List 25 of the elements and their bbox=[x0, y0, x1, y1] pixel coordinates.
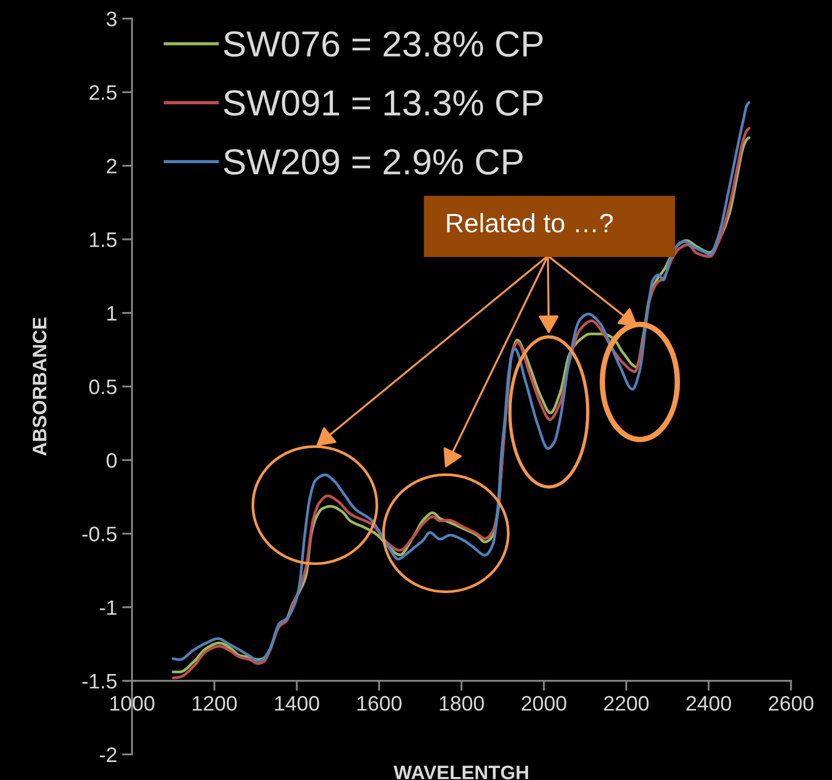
x-tick-label: 2400 bbox=[686, 696, 731, 711]
y-tick-label: -2 bbox=[100, 747, 116, 762]
x-tick-label: 1400 bbox=[275, 696, 320, 711]
x-tick-label: 2600 bbox=[768, 696, 814, 711]
x-axis-title: WAVELENTGH bbox=[394, 766, 528, 780]
x-tick-label: 2000 bbox=[522, 696, 566, 711]
y-tick-label: -0.5 bbox=[82, 526, 117, 542]
legend-label: SW209 = 2.9% CP bbox=[224, 149, 522, 175]
y-tick-label: -1.5 bbox=[82, 674, 117, 689]
x-tick-label: 1800 bbox=[440, 696, 484, 711]
y-tick-label: 1.5 bbox=[90, 232, 117, 248]
y-tick-label: 0.5 bbox=[89, 380, 117, 394]
legend-label: SW091 = 13.3% CP bbox=[224, 90, 543, 116]
legend-label: SW076 = 23.8% CP bbox=[224, 31, 543, 57]
y-tick-label: 2.5 bbox=[90, 85, 117, 100]
y-tick-label: 2 bbox=[106, 158, 116, 174]
annotation: Related to …? bbox=[447, 213, 613, 232]
y-tick-label: 0 bbox=[106, 453, 117, 468]
y-axis-title: ABSORBANCE bbox=[32, 318, 46, 456]
x-tick-label: 2200 bbox=[604, 696, 649, 711]
y-tick-label: 3 bbox=[106, 12, 116, 26]
x-tick-label: 1600 bbox=[358, 696, 402, 711]
y-tick-label: -1 bbox=[100, 600, 116, 615]
y-tick-label: 1 bbox=[107, 306, 116, 320]
x-tick-label: 1200 bbox=[192, 696, 237, 711]
